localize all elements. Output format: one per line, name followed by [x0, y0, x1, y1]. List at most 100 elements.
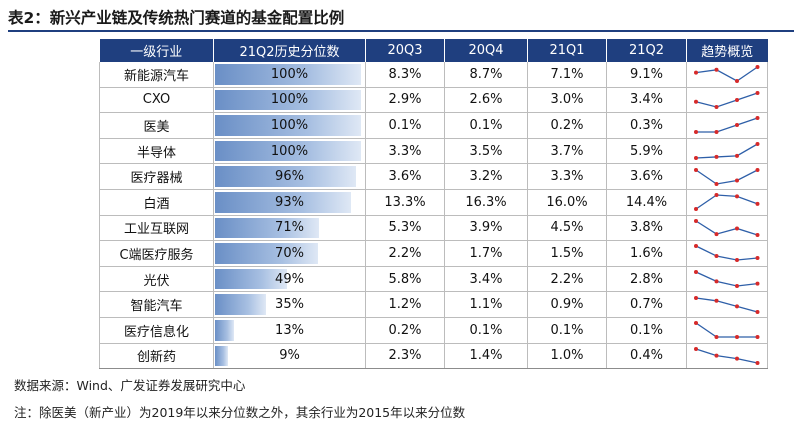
trend-line [695, 296, 758, 313]
percentile-value: 100% [270, 117, 309, 133]
percentile-bar [215, 166, 356, 187]
footnote: 注：除医美（新产业）为2019年以来分位数之外，其余行业为2015年以来分位数 [14, 405, 466, 420]
trend-line [695, 271, 758, 287]
value-20q4: 8.7% [444, 62, 528, 88]
table-row: 医疗信息化 13% 0.2% 0.1% 0.1% 0.1% [99, 317, 768, 344]
trend-cell [686, 87, 768, 114]
trend-point [755, 116, 760, 121]
value-21q2: 0.1% [606, 317, 687, 344]
value-21q1: 0.2% [527, 112, 607, 139]
trend-cell [686, 215, 768, 242]
trend-line [695, 322, 758, 338]
value-21q2: 5.9% [606, 138, 687, 165]
trend-point [714, 181, 719, 186]
industry-cell: 白酒 [99, 189, 214, 216]
value-21q2: 0.7% [606, 291, 687, 318]
value-20q3: 3.6% [365, 163, 445, 190]
trend-point [755, 232, 760, 237]
trend-line [695, 92, 758, 108]
trend-point [755, 65, 760, 70]
percentile-value: 100% [270, 92, 309, 108]
value-21q2: 9.1% [606, 62, 687, 88]
percentile-cell: 71% [213, 215, 366, 242]
percentile-cell: 93% [213, 189, 366, 216]
trend-point [755, 202, 760, 207]
percentile-value: 35% [275, 297, 304, 313]
value-21q2: 0.4% [606, 343, 687, 370]
table-row: C端医疗服务 70% 2.2% 1.7% 1.5% 1.6% [99, 240, 768, 267]
trend-line [695, 66, 758, 83]
trend-point [694, 270, 698, 275]
trend-point [694, 70, 698, 75]
trend-cell [686, 163, 768, 190]
trend-line [695, 220, 758, 236]
industry-cell: 光伏 [99, 266, 214, 293]
header-percentile: 21Q2历史分位数 [213, 39, 366, 62]
trend-point [755, 90, 760, 95]
percentile-cell: 100% [213, 138, 366, 165]
value-21q1: 3.0% [527, 87, 607, 114]
table-row: 新能源汽车 100% 8.3% 8.7% 7.1% 9.1% [99, 62, 768, 88]
percentile-value: 93% [275, 194, 304, 210]
percentile-bar [215, 319, 235, 341]
trend-sparkline [694, 167, 760, 186]
trend-line [695, 169, 758, 185]
percentile-cell: 13% [213, 317, 366, 344]
value-21q2: 3.4% [606, 87, 687, 114]
percentile-value: 70% [275, 245, 304, 261]
percentile-bar [215, 294, 267, 315]
trend-sparkline [694, 244, 760, 263]
percentile-cell: 100% [213, 87, 366, 114]
trend-cell [686, 112, 768, 139]
trend-point [735, 123, 739, 128]
percentile-value: 13% [275, 322, 304, 338]
trend-point [735, 284, 739, 289]
table-body: 新能源汽车 100% 8.3% 8.7% 7.1% 9.1% CXO 100% 2.9% 2.6%… [99, 62, 768, 370]
table-row: 半导体 100% 3.3% 3.5% 3.7% 5.9% [99, 138, 768, 165]
trend-point [694, 218, 698, 223]
percentile-value: 100% [270, 66, 309, 82]
percentile-cell: 49% [213, 266, 366, 293]
industry-cell: 创新药 [99, 343, 214, 370]
value-20q3: 3.3% [365, 138, 445, 165]
value-21q2: 14.4% [606, 189, 687, 216]
trend-point [714, 130, 719, 135]
table-row: CXO 100% 2.9% 2.6% 3.0% 3.4% [99, 87, 768, 114]
trend-cell [686, 291, 768, 318]
percentile-bar [215, 268, 287, 290]
trend-point [735, 226, 739, 231]
trend-point [735, 335, 739, 340]
trend-point [694, 156, 698, 161]
percentile-cell: 100% [213, 62, 366, 88]
industry-cell: 智能汽车 [99, 291, 214, 318]
trend-sparkline [694, 218, 760, 237]
value-21q1: 1.5% [527, 240, 607, 267]
percentile-bar [215, 115, 362, 136]
industry-cell: 医疗信息化 [99, 317, 214, 344]
trend-point [694, 346, 698, 351]
header-20q4: 20Q4 [444, 39, 528, 62]
trend-point [735, 258, 739, 263]
percentile-bar [215, 64, 362, 85]
trend-point [735, 97, 739, 102]
trend-point [714, 104, 719, 109]
header-21q2: 21Q2 [606, 39, 687, 62]
percentile-value: 96% [275, 169, 304, 185]
value-21q2: 2.8% [606, 266, 687, 293]
percentile-cell: 9% [213, 343, 366, 370]
trend-point [714, 335, 719, 340]
table-row: 工业互联网 71% 5.3% 3.9% 4.5% 3.8% [99, 215, 768, 242]
value-20q4: 1.1% [444, 291, 528, 318]
value-20q3: 2.9% [365, 87, 445, 114]
trend-point [735, 178, 739, 183]
value-20q4: 1.4% [444, 343, 528, 370]
value-20q3: 5.8% [365, 266, 445, 293]
trend-sparkline [694, 90, 760, 109]
trend-cell [686, 189, 768, 216]
table-row: 智能汽车 35% 1.2% 1.1% 0.9% 0.7% [99, 291, 768, 318]
percentile-bar [215, 243, 318, 264]
value-20q3: 2.3% [365, 343, 445, 370]
trend-line [695, 194, 758, 210]
trend-point [755, 309, 760, 314]
value-20q3: 0.1% [365, 112, 445, 139]
